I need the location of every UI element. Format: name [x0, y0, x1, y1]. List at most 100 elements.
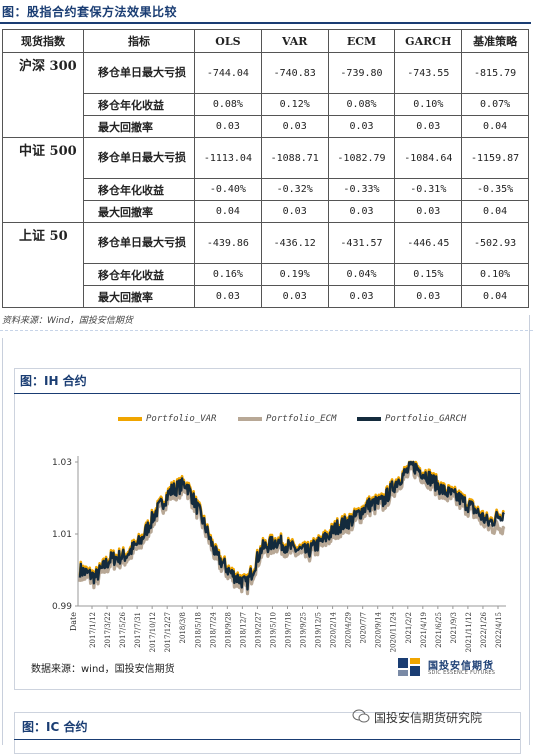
value-cell: -743.55 — [394, 52, 463, 94]
x-tick-label: 2018/5/18 — [194, 612, 202, 648]
index-name: 上证 50 — [2, 222, 84, 308]
value-cell: 0.03 — [260, 115, 329, 138]
legend-swatch-ecm — [238, 416, 262, 421]
table-row: 最大回撤率 0.03 0.03 0.03 0.03 0.04 — [3, 115, 529, 138]
series-line-var — [78, 460, 505, 589]
x-tick-label: 2019/12/5 — [315, 612, 323, 648]
header-cell: OLS — [194, 29, 262, 53]
x-tick-label: 2017/1/12 — [89, 612, 97, 648]
watermark-text: 国投安信期货研究院 — [374, 711, 483, 725]
x-tick-label: 2019/7/18 — [284, 612, 292, 648]
value-cell: -446.45 — [394, 222, 463, 264]
value-cell: 0.19% — [260, 263, 329, 286]
value-cell: 0.16% — [194, 263, 262, 286]
index-name: 中证 500 — [2, 137, 84, 223]
value-cell: 0.03 — [327, 200, 396, 223]
page-rail-left — [2, 338, 3, 745]
x-tick-label: 2021/9/3 — [450, 612, 458, 643]
value-cell: -0.33% — [327, 178, 396, 201]
x-tick-label: 2022/4/15 — [495, 612, 503, 648]
value-cell: -439.86 — [194, 222, 262, 264]
value-cell: -0.35% — [461, 178, 529, 201]
table-row: 移仓年化收益 0.16% 0.19% 0.04% 0.15% 0.10% — [3, 263, 529, 286]
value-cell: -0.40% — [194, 178, 262, 201]
table-row: 上证 50 移仓单日最大亏损 -439.86 -436.12 -431.57 -… — [2, 222, 529, 308]
value-cell: -740.83 — [260, 52, 329, 94]
metric-label: 移仓单日最大亏损 — [83, 222, 195, 264]
value-cell: 0.10% — [461, 263, 529, 286]
wechat-icon — [352, 709, 370, 723]
value-cell: 0.03 — [394, 285, 463, 308]
x-tick-label: 2018/9/28 — [224, 612, 232, 648]
x-tick-label: 2017/5/26 — [119, 611, 127, 647]
value-cell: 0.03 — [194, 285, 262, 308]
x-tick-label: 2020/4/29 — [345, 612, 353, 648]
sdic-logo-mark-icon — [398, 658, 420, 676]
table-header-row: 现货指数 指标 OLS VAR ECM GARCH 基准策略 — [2, 29, 529, 53]
table-row: 中证 500 移仓单日最大亏损 -1113.04 -1088.71 -1082.… — [2, 137, 529, 223]
table-row: 沪深 300 移仓单日最大亏损 -744.04 -740.83 -739.80 … — [2, 52, 529, 138]
y-tick-label: 1.01 — [52, 530, 72, 540]
value-cell: 0.12% — [260, 93, 329, 116]
ih-chart-panel — [14, 368, 521, 690]
legend-item-garch: Portfolio_GARCH — [357, 414, 466, 428]
table-row: 移仓年化收益 -0.40% -0.32% -0.33% -0.31% -0.35… — [3, 178, 529, 201]
metric-label: 移仓年化收益 — [83, 263, 195, 286]
x-tick-label: 2020/7/7 — [360, 612, 368, 643]
x-tick-label: 2017/7/31 — [134, 612, 142, 648]
table-row: 最大回撤率 0.03 0.03 0.03 0.03 0.04 — [3, 285, 529, 308]
x-tick-label: 2018/3/8 — [179, 612, 187, 643]
legend-label: Portfolio_GARCH — [385, 414, 467, 424]
sdic-logo: 国投安信期货 SDIC ESSENCE FUTURES — [398, 656, 508, 678]
metric-label: 移仓单日最大亏损 — [83, 52, 195, 94]
value-cell: 0.03 — [394, 200, 463, 223]
value-cell: 0.04 — [461, 200, 529, 223]
x-tick-label: 2021/11/12 — [465, 612, 473, 652]
x-tick-label: 2017/10/12 — [149, 612, 157, 652]
header-cell: 指标 — [83, 29, 195, 53]
ic-chart-title: 图：IC 合约 — [22, 720, 88, 734]
x-tick-label: 2019/5/10 — [269, 612, 277, 648]
value-cell: -1082.79 — [327, 137, 396, 179]
x-tick-label: 2020/2/14 — [330, 611, 338, 647]
value-cell: -1159.87 — [461, 137, 529, 179]
value-cell: 0.03 — [394, 115, 463, 138]
header-cell: ECM — [327, 29, 396, 53]
legend-label: Portfolio_VAR — [146, 414, 217, 424]
value-cell: -1113.04 — [194, 137, 262, 179]
value-cell: 0.15% — [394, 263, 463, 286]
value-cell: -431.57 — [327, 222, 396, 264]
value-cell: -1084.64 — [394, 137, 463, 179]
panel-title-rule — [14, 739, 520, 740]
y-tick-label: 0.99 — [52, 602, 72, 612]
logo-cn-text: 国投安信期货 — [428, 661, 494, 672]
x-tick-label: 2019/9/25 — [300, 612, 308, 648]
chart-source-note: 数据来源：wind，国投安信期货 — [31, 664, 175, 675]
table-source-note: 资料来源：Wind，国投安信期货 — [2, 316, 133, 326]
value-cell: 0.04% — [327, 263, 396, 286]
metric-label: 最大回撤率 — [83, 200, 195, 223]
header-cell: 基准策略 — [461, 29, 529, 53]
metric-label: 最大回撤率 — [83, 285, 195, 308]
ih-line-chart: 0.99 1.01 1.03 2017/1/12 2017/3/22 2017/5/26 2… — [52, 456, 506, 652]
value-cell: 0.08% — [327, 93, 396, 116]
ih-chart-title: 图：IH 合约 — [20, 374, 87, 388]
value-cell: 0.07% — [461, 93, 529, 116]
value-cell: 0.08% — [194, 93, 262, 116]
metric-label: 移仓年化收益 — [83, 93, 195, 116]
legend-swatch-garch — [357, 416, 381, 421]
value-cell: 0.10% — [394, 93, 463, 116]
value-cell: -0.32% — [260, 178, 329, 201]
hedge-comparison-table: 现货指数 指标 OLS VAR ECM GARCH 基准策略 沪深 300 移仓… — [2, 29, 529, 308]
legend-item-ecm: Portfolio_ECM — [238, 414, 336, 428]
x-tick-label: 2022/1/26 — [480, 611, 488, 647]
x-axis-title: Date — [69, 612, 78, 631]
value-cell: 0.03 — [327, 285, 396, 308]
header-cell: GARCH — [394, 29, 463, 53]
logo-en-text: SDIC ESSENCE FUTURES — [428, 670, 496, 676]
x-tick-label: 2017/3/22 — [104, 612, 112, 648]
value-cell: 0.03 — [194, 115, 262, 138]
metric-label: 移仓年化收益 — [83, 178, 195, 201]
x-tick-label: 2020/9/14 — [375, 611, 383, 647]
x-tick-label: 2018/12/7 — [239, 612, 247, 648]
